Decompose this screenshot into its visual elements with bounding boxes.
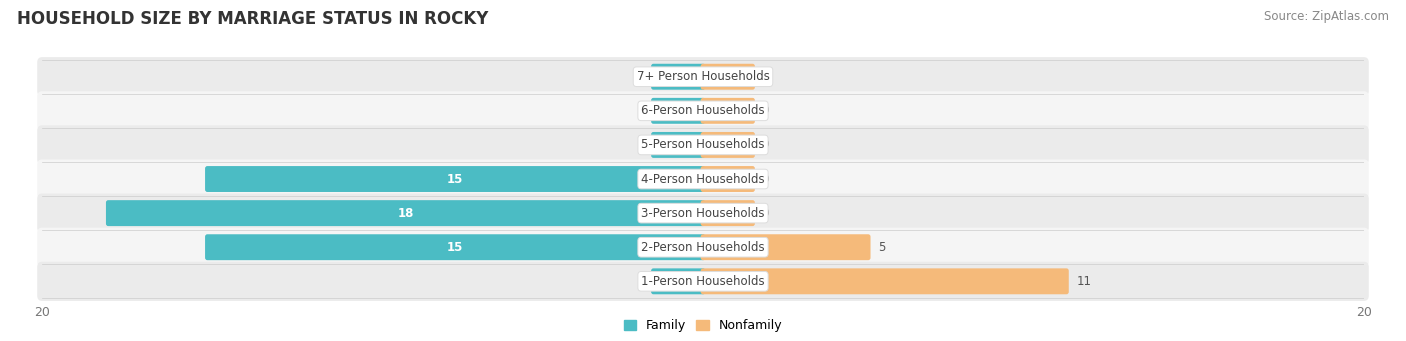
FancyBboxPatch shape [651, 268, 706, 294]
Text: 11: 11 [1077, 275, 1091, 288]
Text: 0: 0 [761, 70, 768, 83]
FancyBboxPatch shape [700, 64, 755, 90]
FancyBboxPatch shape [37, 194, 1369, 233]
FancyBboxPatch shape [105, 200, 706, 226]
Text: 4-Person Households: 4-Person Households [641, 173, 765, 186]
Text: 6-Person Households: 6-Person Households [641, 104, 765, 117]
Text: 5: 5 [879, 241, 886, 254]
FancyBboxPatch shape [700, 132, 755, 158]
Text: 0: 0 [761, 207, 768, 220]
Text: 15: 15 [447, 241, 464, 254]
Text: 0: 0 [638, 104, 645, 117]
Text: 0: 0 [761, 104, 768, 117]
Legend: Family, Nonfamily: Family, Nonfamily [619, 314, 787, 337]
FancyBboxPatch shape [651, 132, 706, 158]
FancyBboxPatch shape [37, 228, 1369, 267]
Text: Source: ZipAtlas.com: Source: ZipAtlas.com [1264, 10, 1389, 23]
FancyBboxPatch shape [651, 64, 706, 90]
Text: 7+ Person Households: 7+ Person Households [637, 70, 769, 83]
FancyBboxPatch shape [700, 166, 755, 192]
FancyBboxPatch shape [37, 262, 1369, 301]
Text: 0: 0 [638, 70, 645, 83]
FancyBboxPatch shape [205, 166, 706, 192]
FancyBboxPatch shape [651, 98, 706, 124]
Text: 0: 0 [638, 275, 645, 288]
Text: 5-Person Households: 5-Person Households [641, 138, 765, 151]
FancyBboxPatch shape [700, 268, 1069, 294]
FancyBboxPatch shape [37, 160, 1369, 198]
Text: 15: 15 [447, 173, 464, 186]
FancyBboxPatch shape [700, 200, 755, 226]
FancyBboxPatch shape [700, 234, 870, 260]
Text: 3-Person Households: 3-Person Households [641, 207, 765, 220]
Text: 1-Person Households: 1-Person Households [641, 275, 765, 288]
Text: 18: 18 [398, 207, 413, 220]
FancyBboxPatch shape [205, 234, 706, 260]
Text: 0: 0 [761, 173, 768, 186]
Text: 0: 0 [761, 138, 768, 151]
Text: 0: 0 [638, 138, 645, 151]
FancyBboxPatch shape [37, 57, 1369, 97]
FancyBboxPatch shape [37, 125, 1369, 165]
FancyBboxPatch shape [37, 91, 1369, 131]
FancyBboxPatch shape [700, 98, 755, 124]
Text: 2-Person Households: 2-Person Households [641, 241, 765, 254]
Text: HOUSEHOLD SIZE BY MARRIAGE STATUS IN ROCKY: HOUSEHOLD SIZE BY MARRIAGE STATUS IN ROC… [17, 10, 488, 28]
